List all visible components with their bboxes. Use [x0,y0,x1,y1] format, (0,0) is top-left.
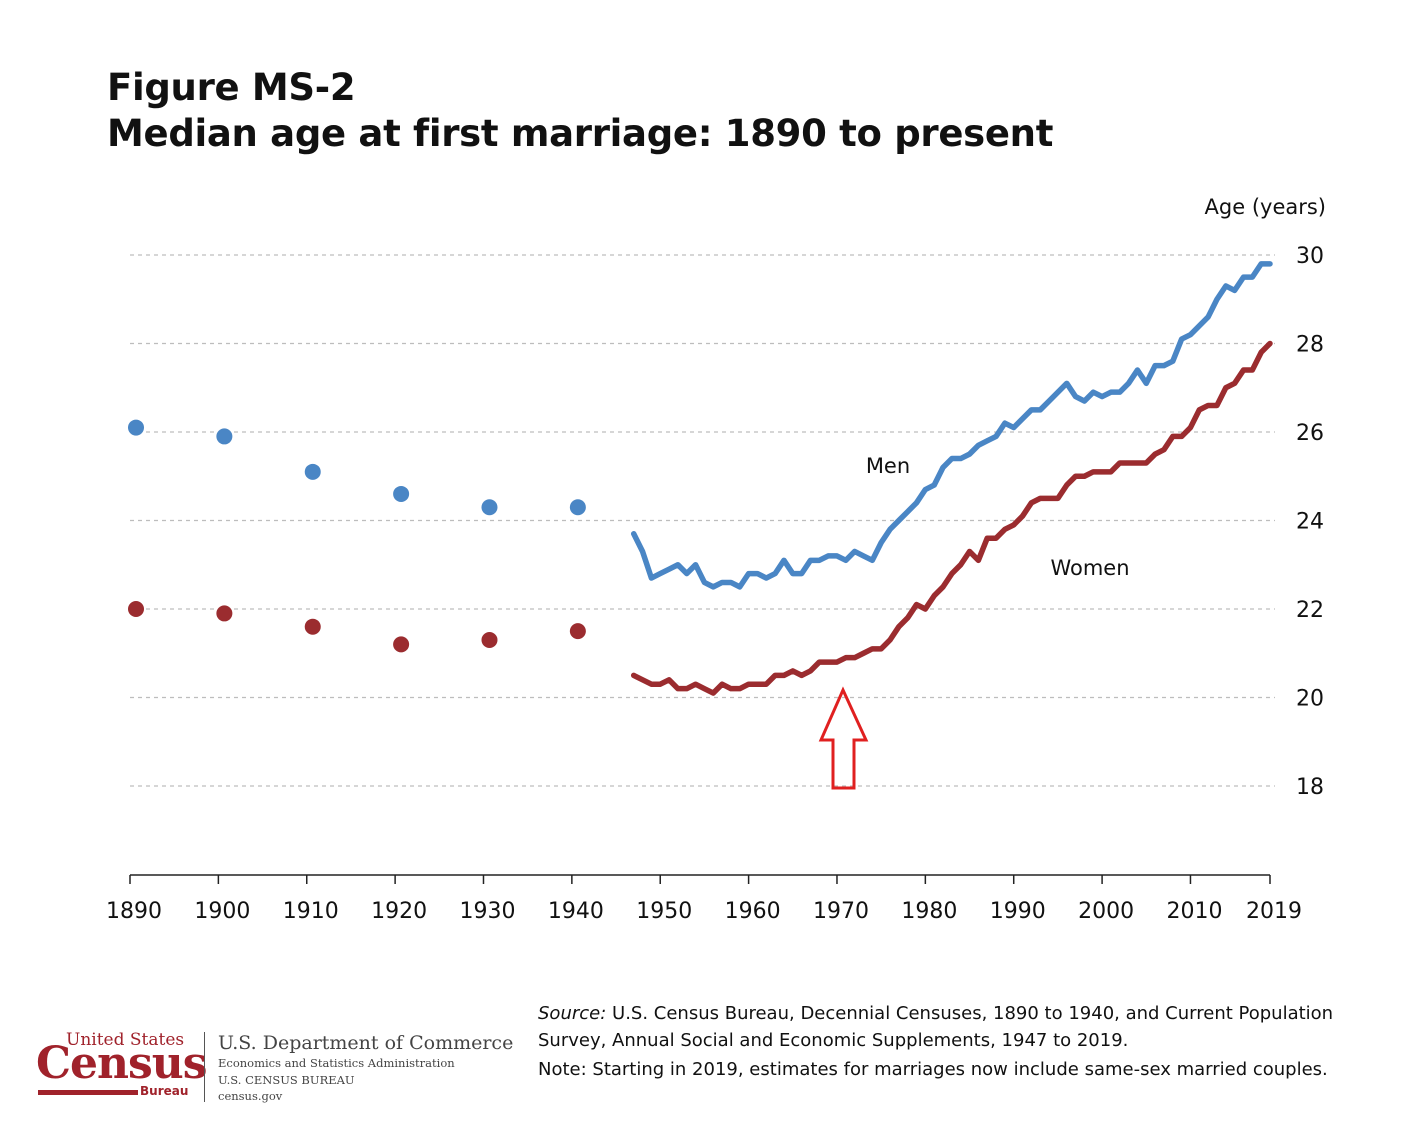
x-tick-label: 1980 [901,899,957,924]
note-line: Note: Starting in 2019, estimates for ma… [538,1059,1328,1080]
y-tick-label: 20 [1296,687,1324,712]
men-census-point [481,499,498,516]
logo-bar [38,1090,188,1095]
x-tick-label: 1950 [636,899,692,924]
men-cps-line [630,261,1273,590]
women-cps-line [630,340,1273,696]
x-tick-label: 1890 [106,899,162,924]
women-census-point [393,636,410,653]
men-census-point [393,485,410,502]
men-census-point [216,428,233,445]
women-census-point [216,605,233,622]
men-census-point [569,499,586,516]
men-series-label: Men [866,454,910,478]
logo-bureau: Bureau [138,1084,191,1098]
source-line-2: Survey, Annual Social and Economic Suppl… [538,1030,1129,1051]
figure-number: Figure MS-2 [107,66,356,109]
x-tick-label: 1910 [283,899,339,924]
y-tick-label: 26 [1296,421,1324,446]
source-note: Source: U.S. Census Bureau, Decennial Ce… [538,1000,1398,1083]
men-census-point [128,419,144,436]
x-tick-label: 1990 [990,899,1046,924]
x-tick-label: 1900 [194,899,250,924]
y-tick-label: 28 [1296,333,1324,358]
grid-lines [130,254,1275,787]
women-census-point [128,601,144,617]
y-axis-ticks: 18 20 22 24 26 28 30 [1296,244,1324,800]
men-census-point [304,463,321,480]
x-tick-label: 1920 [371,899,427,924]
x-tick-label: 1970 [813,899,869,924]
logo-department: U.S. Department of Commerce [218,1032,514,1054]
logo-divider [204,1032,205,1102]
source-text-1: U.S. Census Bureau, Decennial Censuses, … [606,1003,1334,1024]
x-axis: 1890 1900 1910 1920 1930 1940 1950 1960 1970 1980… [106,874,1302,924]
series-men [128,261,1273,590]
logo-subtitle-bureau: U.S. CENSUS BUREAU [218,1073,355,1087]
x-tick-label: 2000 [1078,899,1134,924]
chart-title: Median age at first marriage: 1890 to pr… [107,112,1054,155]
x-tick-label: 1960 [725,899,781,924]
source-line-1: Source: U.S. Census Bureau, Decennial Ce… [538,1000,1398,1027]
x-tick-label: 1930 [459,899,515,924]
source-label: Source: [538,1003,607,1024]
x-tick-label: 2019 [1246,899,1302,924]
women-series-label: Women [1050,556,1129,580]
logo-census-wordmark: Census [36,1038,208,1089]
x-tick-label: 2010 [1166,899,1222,924]
women-census-point [481,631,498,648]
x-tick-label: 1940 [548,899,604,924]
women-census-point [569,623,586,640]
census-bureau-logo: United States Census Bureau U.S. Departm… [36,1030,513,1110]
y-axis-label: Age (years) [1205,195,1326,219]
up-arrow-annotation [818,686,869,790]
logo-united-states: United States [66,1030,185,1050]
logo-subtitle-esa: Economics and Statistics Administration [218,1056,455,1070]
logo-subtitle-url: census.gov [218,1089,283,1103]
y-tick-label: 24 [1296,510,1324,535]
y-tick-label: 30 [1296,244,1324,269]
series-women [128,340,1273,696]
y-tick-label: 18 [1296,775,1324,800]
women-census-point [304,618,321,635]
y-tick-label: 22 [1296,598,1324,623]
